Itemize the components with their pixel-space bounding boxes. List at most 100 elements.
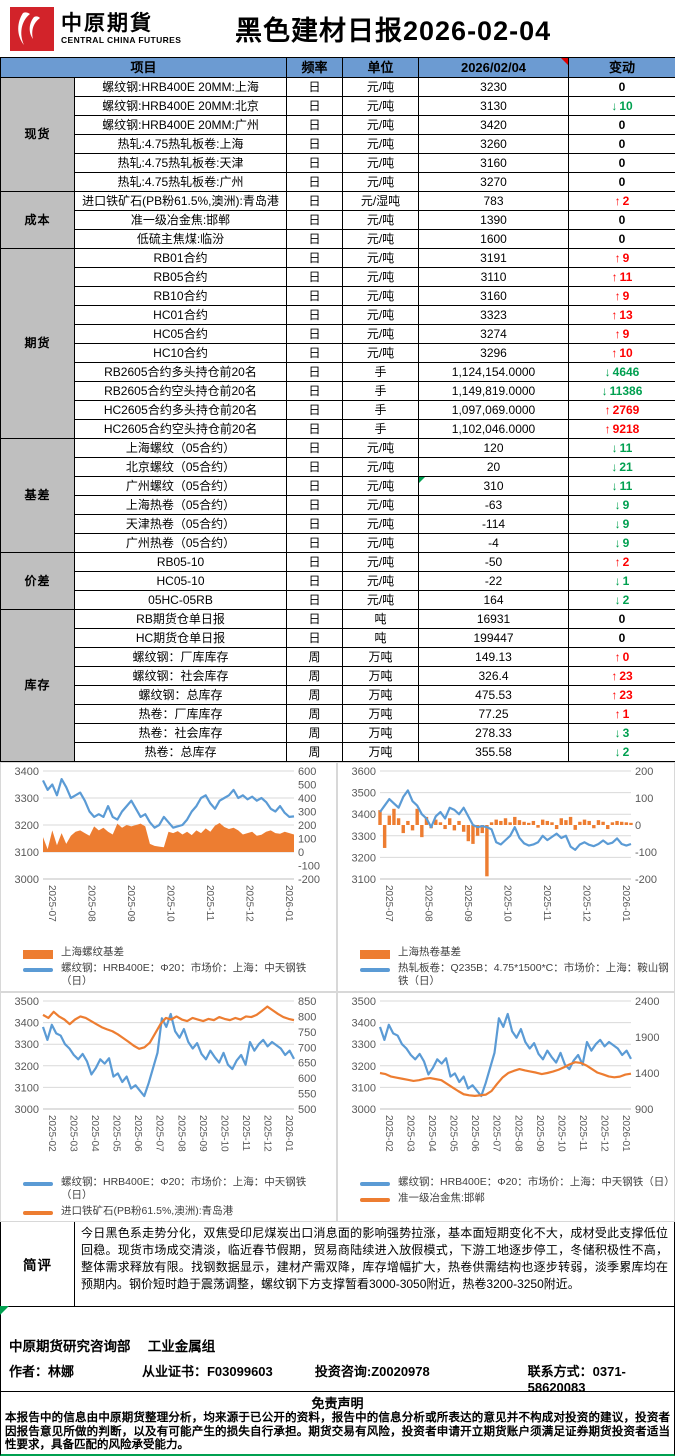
line-swatch-icon <box>23 1211 53 1215</box>
unit-cell: 元/吨 <box>343 249 419 268</box>
svg-text:3100: 3100 <box>15 1082 39 1094</box>
frequency-cell: 日 <box>287 230 343 249</box>
item-cell: 螺纹钢:HRB400E 20MM:广州 <box>75 116 287 135</box>
unit-cell: 元/吨 <box>343 154 419 173</box>
svg-text:2025-07: 2025-07 <box>383 885 394 922</box>
author-name: 作者：林娜 <box>9 1361 142 1395</box>
frequency-cell: 周 <box>287 724 343 743</box>
change-cell: 0 <box>569 230 675 249</box>
item-cell: 准一级冶金焦:邯郸 <box>75 211 287 230</box>
col-header-unit: 单位 <box>343 58 419 78</box>
svg-text:0: 0 <box>635 820 641 832</box>
value-cell: -114 <box>419 515 569 534</box>
change-cell: ↓2 <box>569 591 675 610</box>
legend-label: 螺纹钢：HRB400E：Φ20：市场价：上海：中天钢铁（日） <box>398 1176 670 1189</box>
arrow-up-icon: ↑ <box>605 422 611 436</box>
svg-text:2025-05: 2025-05 <box>448 1115 459 1152</box>
col-header-date: 2026/02/04 <box>419 58 569 78</box>
legend-label: 上海热卷基差 <box>398 946 461 959</box>
svg-text:550: 550 <box>298 1089 316 1101</box>
author-advisory: 投资咨询:Z0020978 <box>315 1361 528 1395</box>
author-cert: 从业证书：F03099603 <box>142 1361 315 1395</box>
legend-label: 准一级冶金焦:邯郸 <box>398 1192 485 1205</box>
svg-text:-100: -100 <box>298 861 320 873</box>
svg-text:2400: 2400 <box>635 996 659 1008</box>
svg-text:3000: 3000 <box>15 1104 39 1116</box>
legend-item: 螺纹钢：HRB400E：Φ20：市场价：上海：中天钢铁（日） <box>23 1176 332 1202</box>
svg-text:2025-07: 2025-07 <box>46 885 57 922</box>
line-swatch-icon <box>23 968 53 972</box>
arrow-up-icon: ↑ <box>615 555 621 569</box>
logo-cn-text: 中原期貨 <box>61 12 181 34</box>
frequency-cell: 日 <box>287 363 343 382</box>
change-cell: ↓10 <box>569 97 675 116</box>
change-cell: ↑2769 <box>569 401 675 420</box>
legend-item: 准一级冶金焦:邯郸 <box>360 1192 670 1205</box>
legend-item: 上海热卷基差 <box>360 946 670 959</box>
item-cell: 广州热卷（05合约） <box>75 534 287 553</box>
value-cell: 149.13 <box>419 648 569 667</box>
svg-text:2025-10: 2025-10 <box>165 885 176 922</box>
arrow-up-icon: ↑ <box>615 650 621 664</box>
svg-text:3400: 3400 <box>15 766 39 778</box>
svg-text:850: 850 <box>298 996 316 1008</box>
change-cell: ↑9 <box>569 249 675 268</box>
svg-text:3300: 3300 <box>352 1039 376 1051</box>
frequency-cell: 日 <box>287 515 343 534</box>
frequency-cell: 日 <box>287 135 343 154</box>
legend-item: 螺纹钢：HRB400E：Φ20：市场价：上海：中天钢铁（日） <box>23 962 332 988</box>
group-label-1: 成本 <box>1 192 75 249</box>
svg-text:2025-10: 2025-10 <box>218 1115 229 1152</box>
svg-text:3200: 3200 <box>352 1061 376 1073</box>
svg-text:3500: 3500 <box>352 788 376 800</box>
value-cell: 3323 <box>419 306 569 325</box>
arrow-down-icon: ↓ <box>615 726 621 740</box>
legend-item: 上海螺纹基差 <box>23 946 332 959</box>
unit-cell: 元/吨 <box>343 78 419 97</box>
chart-legend-3: 螺纹钢：HRB400E：Φ20：市场价：上海：中天钢铁（日） 准一级冶金焦:邯郸 <box>338 1174 674 1205</box>
item-cell: RB10合约 <box>75 287 287 306</box>
arrow-up-icon: ↑ <box>611 308 617 322</box>
value-cell: 16931 <box>419 610 569 629</box>
svg-text:2025-11: 2025-11 <box>541 885 552 921</box>
item-cell: 螺纹钢：社会库存 <box>75 667 287 686</box>
frequency-cell: 周 <box>287 705 343 724</box>
svg-text:3100: 3100 <box>15 847 39 859</box>
change-cell: 0 <box>569 135 675 154</box>
svg-text:2025-11: 2025-11 <box>577 1115 588 1151</box>
arrow-down-icon: ↓ <box>602 384 608 398</box>
svg-text:2025-11: 2025-11 <box>240 1115 251 1151</box>
svg-text:3400: 3400 <box>352 809 376 821</box>
svg-text:-200: -200 <box>298 874 320 886</box>
item-cell: 热轧:4.75热轧板卷:天津 <box>75 154 287 173</box>
unit-cell: 元/吨 <box>343 496 419 515</box>
chart-plot-0: 30003100320033003400-200-100010020030040… <box>1 763 336 939</box>
arrow-up-icon: ↑ <box>605 403 611 417</box>
svg-text:2025-11: 2025-11 <box>204 885 215 921</box>
unit-cell: 手 <box>343 382 419 401</box>
item-cell: 热轧:4.75热轧板卷:广州 <box>75 173 287 192</box>
svg-text:3100: 3100 <box>352 874 376 886</box>
value-cell: 355.58 <box>419 743 569 762</box>
frequency-cell: 日 <box>287 496 343 515</box>
block-swatch-icon <box>360 950 390 959</box>
value-cell: 3130 <box>419 97 569 116</box>
change-cell: ↓9 <box>569 496 675 515</box>
value-cell: 3296 <box>419 344 569 363</box>
frequency-cell: 日 <box>287 610 343 629</box>
unit-cell: 万吨 <box>343 743 419 762</box>
value-cell: 3274 <box>419 325 569 344</box>
value-cell: 1390 <box>419 211 569 230</box>
svg-text:200: 200 <box>298 820 316 832</box>
value-cell: 3270 <box>419 173 569 192</box>
